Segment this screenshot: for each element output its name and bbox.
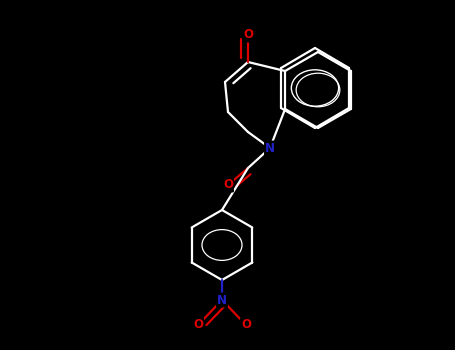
Text: N: N [265, 141, 275, 154]
Text: N: N [217, 294, 227, 307]
Text: O: O [243, 28, 253, 42]
Text: O: O [193, 318, 203, 331]
Text: O: O [241, 318, 251, 331]
Text: O: O [223, 178, 233, 191]
